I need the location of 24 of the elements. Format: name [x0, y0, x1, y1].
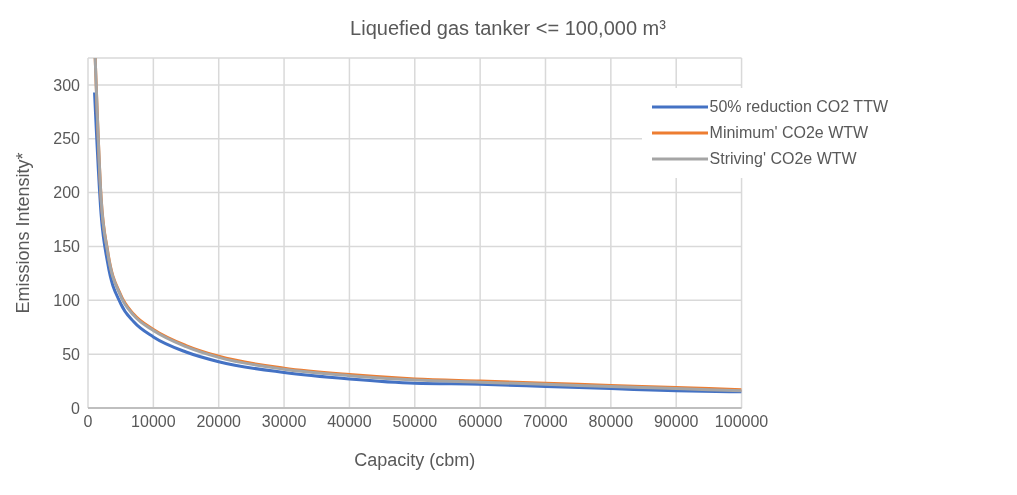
- x-axis-title: Capacity (cbm): [354, 450, 476, 470]
- y-tick-label: 50: [62, 345, 81, 363]
- x-tick-label: 60000: [457, 413, 503, 431]
- x-tick-label: 50000: [392, 413, 438, 431]
- x-tick-label: 70000: [523, 413, 568, 431]
- x-tick-label: 10000: [131, 413, 176, 431]
- x-tick-label: 40000: [327, 413, 372, 431]
- y-tick-label: 100: [53, 291, 81, 309]
- y-axis-title: Emissions Intensity*: [13, 152, 34, 314]
- legend-label: Minimum' CO2e WTW: [709, 124, 869, 142]
- chart-title: Liquefied gas tanker <= 100,000 m³: [349, 16, 667, 41]
- x-tick-label: 100000: [714, 413, 769, 431]
- x-tick-label: 90000: [653, 413, 699, 431]
- y-tick-label: 0: [71, 399, 81, 417]
- x-tick-label: 20000: [196, 413, 242, 431]
- x-tick-label: 0: [83, 413, 93, 431]
- y-tick-label: 250: [53, 130, 81, 148]
- y-tick-label: 300: [53, 76, 81, 94]
- legend-label: 50% reduction CO2 TTW: [709, 98, 888, 116]
- x-tick-label: 80000: [588, 413, 634, 431]
- y-tick-label: 200: [53, 184, 81, 202]
- y-tick-label: 150: [53, 238, 81, 256]
- legend-label: Striving' CO2e WTW: [709, 150, 857, 168]
- x-tick-label: 30000: [261, 413, 307, 431]
